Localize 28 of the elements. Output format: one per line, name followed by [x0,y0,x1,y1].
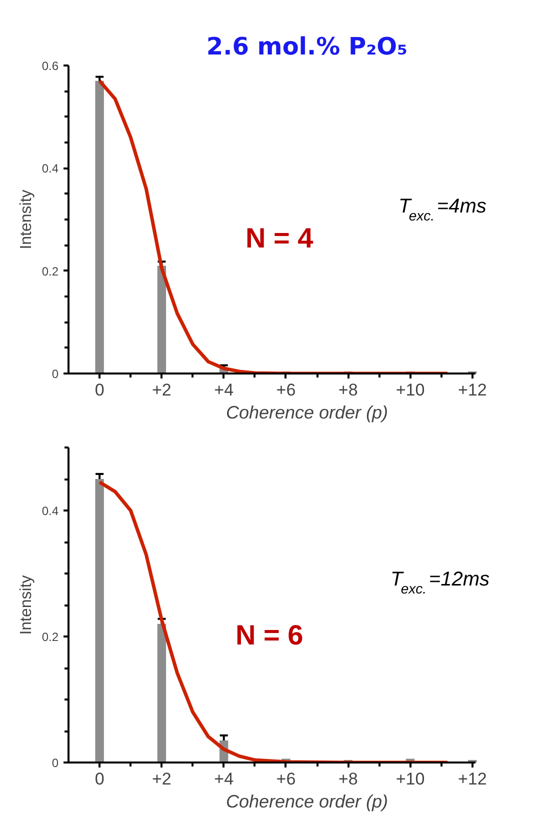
chart-title: 2.6 mol.% P₂O₅ [206,32,408,60]
y-tick-label: 0 [52,367,59,381]
x-tick-label: +2 [152,380,172,400]
x-tick-label: +4 [214,380,234,400]
y-axis-title: Intensity [18,190,35,250]
y-tick-label: 0.2 [42,630,59,644]
y-tick-label: 0 [52,756,59,770]
x-tick-label: +2 [152,770,172,788]
x-tick-label: +12 [458,770,487,788]
y-tick-label: 0.4 [42,162,59,176]
x-tick-label: +4 [214,770,234,788]
annotation: N = 6 [236,620,304,650]
y-tick-label: 0.2 [42,264,59,278]
y-tick-label: 0.4 [42,504,59,518]
x-tick-label: +6 [276,770,296,788]
x-tick-label: +12 [458,380,487,400]
x-tick-label: +8 [338,380,358,400]
x-tick-label: +10 [396,770,425,788]
x-tick-label: +6 [276,380,296,400]
x-axis-title: Coherence order (p) [226,402,388,422]
y-axis-title: Intensity [18,575,35,635]
x-tick-label: +8 [338,770,358,788]
y-tick-label: 0.6 [42,59,59,73]
x-tick-label: 0 [94,770,104,788]
x-axis-title: Coherence order (p) [226,792,388,812]
annotation: N = 4 [246,222,314,254]
x-tick-label: 0 [94,380,104,400]
x-tick-label: +10 [396,380,425,400]
